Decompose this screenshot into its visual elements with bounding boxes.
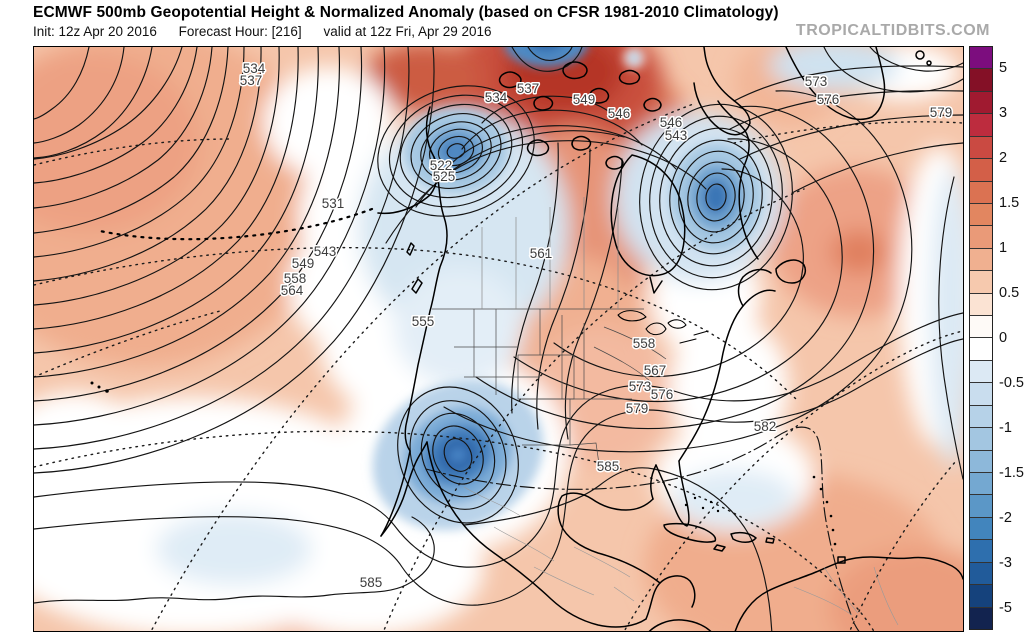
colorbar-segment xyxy=(970,607,992,629)
contour-label: 558 xyxy=(633,336,656,351)
contour-label: 579 xyxy=(930,105,953,120)
state-borders xyxy=(432,308,667,472)
colorbar-segment xyxy=(970,473,992,496)
run-info-line: Init: 12z Apr 20 2016 Forecast Hour: [21… xyxy=(33,24,510,39)
colorbar-segment xyxy=(970,136,992,160)
contour-label: 534 xyxy=(243,61,266,76)
contour-label: 546 xyxy=(608,106,631,121)
map-canvas: 534 537 531 543 549 558 564 555 522 525 534 537 549 5… xyxy=(33,46,964,632)
colorbar xyxy=(969,46,993,630)
contour-lines xyxy=(34,47,963,631)
contour-label: 582 xyxy=(754,419,777,434)
coastlines xyxy=(377,47,963,631)
colorbar-tick: -3 xyxy=(999,554,1012,571)
hawaii-islands xyxy=(90,381,837,546)
colorbar-segment xyxy=(970,159,992,182)
contour-label: 531 xyxy=(322,196,345,211)
contour-label: 534 xyxy=(485,90,508,105)
mexico-borders xyxy=(463,486,899,626)
contour-label: 525 xyxy=(433,169,456,184)
colorbar-segment xyxy=(970,226,992,249)
contour-label: 549 xyxy=(573,92,596,107)
contour-label: 549 xyxy=(292,256,315,271)
init-time: Init: 12z Apr 20 2016 xyxy=(33,24,157,39)
contour-label: 585 xyxy=(360,575,383,590)
contour-label: 555 xyxy=(412,314,435,329)
contour-label: 561 xyxy=(530,246,553,261)
contour-label: 546 xyxy=(660,115,683,130)
colorbar-segment xyxy=(970,540,992,563)
colorbar-segment xyxy=(970,47,992,70)
colorbar-segment xyxy=(970,91,992,115)
contour-label: 579 xyxy=(626,401,649,416)
colorbar-tick: -1 xyxy=(999,419,1012,436)
contour-label: 576 xyxy=(651,387,674,402)
colorbar-tick: 5 xyxy=(999,60,1008,77)
contour-label: 537 xyxy=(240,73,263,88)
contour-label: 573 xyxy=(805,74,828,89)
colorbar-segment xyxy=(970,450,992,474)
contour-label: 585 xyxy=(597,459,620,474)
colorbar-segment xyxy=(970,585,992,608)
contour-label: 576 xyxy=(817,92,840,107)
colorbar-segment xyxy=(970,69,992,92)
colorbar-segment xyxy=(970,360,992,384)
colorbar-tick: 2 xyxy=(999,150,1008,167)
colorbar-tick: -0.5 xyxy=(999,374,1024,391)
colorbar-tick: -1.5 xyxy=(999,464,1024,481)
colorbar-tick: 0.5 xyxy=(999,284,1020,301)
colorbar-segment xyxy=(970,248,992,272)
colorbar-segment xyxy=(970,203,992,227)
contour-label: 564 xyxy=(281,283,304,298)
contour-labels: 5345375315435495585645555225255345375495… xyxy=(238,60,954,592)
colorbar-segment xyxy=(970,495,992,518)
colorbar-segment xyxy=(970,338,992,361)
colorbar-tick: -5 xyxy=(999,599,1012,616)
colorbar-segment xyxy=(970,383,992,406)
colorbar-segment xyxy=(970,181,992,204)
site-watermark: TROPICALTIDBITS.COM xyxy=(795,22,990,39)
colorbar-segment xyxy=(970,562,992,586)
contour-label: 567 xyxy=(644,363,667,378)
valid-time: valid at 12z Fri, Apr 29 2016 xyxy=(323,24,492,39)
colorbar-segment xyxy=(970,114,992,137)
contour-label: 543 xyxy=(314,244,337,259)
contour-label: 537 xyxy=(517,81,540,96)
colorbar-tick: 0 xyxy=(999,329,1008,346)
weather-map-svg: 5345375315435495585645555225255345375495… xyxy=(34,47,963,631)
colorbar-segment xyxy=(970,405,992,429)
province-borders xyxy=(481,197,619,309)
colorbar-segment xyxy=(970,293,992,317)
colorbar-segment xyxy=(970,428,992,451)
colorbar-tick: 1 xyxy=(999,239,1008,256)
graticule-lines xyxy=(34,102,963,631)
contour-label: 543 xyxy=(665,128,688,143)
colorbar-segment xyxy=(970,316,992,339)
colorbar-tick: 3 xyxy=(999,105,1008,122)
contour-label: 522 xyxy=(430,158,453,173)
contour-label: 573 xyxy=(629,379,652,394)
island-chains xyxy=(98,207,374,241)
colorbar-segment xyxy=(970,271,992,294)
contour-label: 558 xyxy=(284,271,307,286)
page-title: ECMWF 500mb Geopotential Height & Normal… xyxy=(33,4,779,21)
forecast-hour: Forecast Hour: [216] xyxy=(178,24,302,39)
colorbar-tick: -2 xyxy=(999,509,1012,526)
colorbar-segment xyxy=(970,517,992,541)
colorbar-tick: 1.5 xyxy=(999,194,1020,211)
